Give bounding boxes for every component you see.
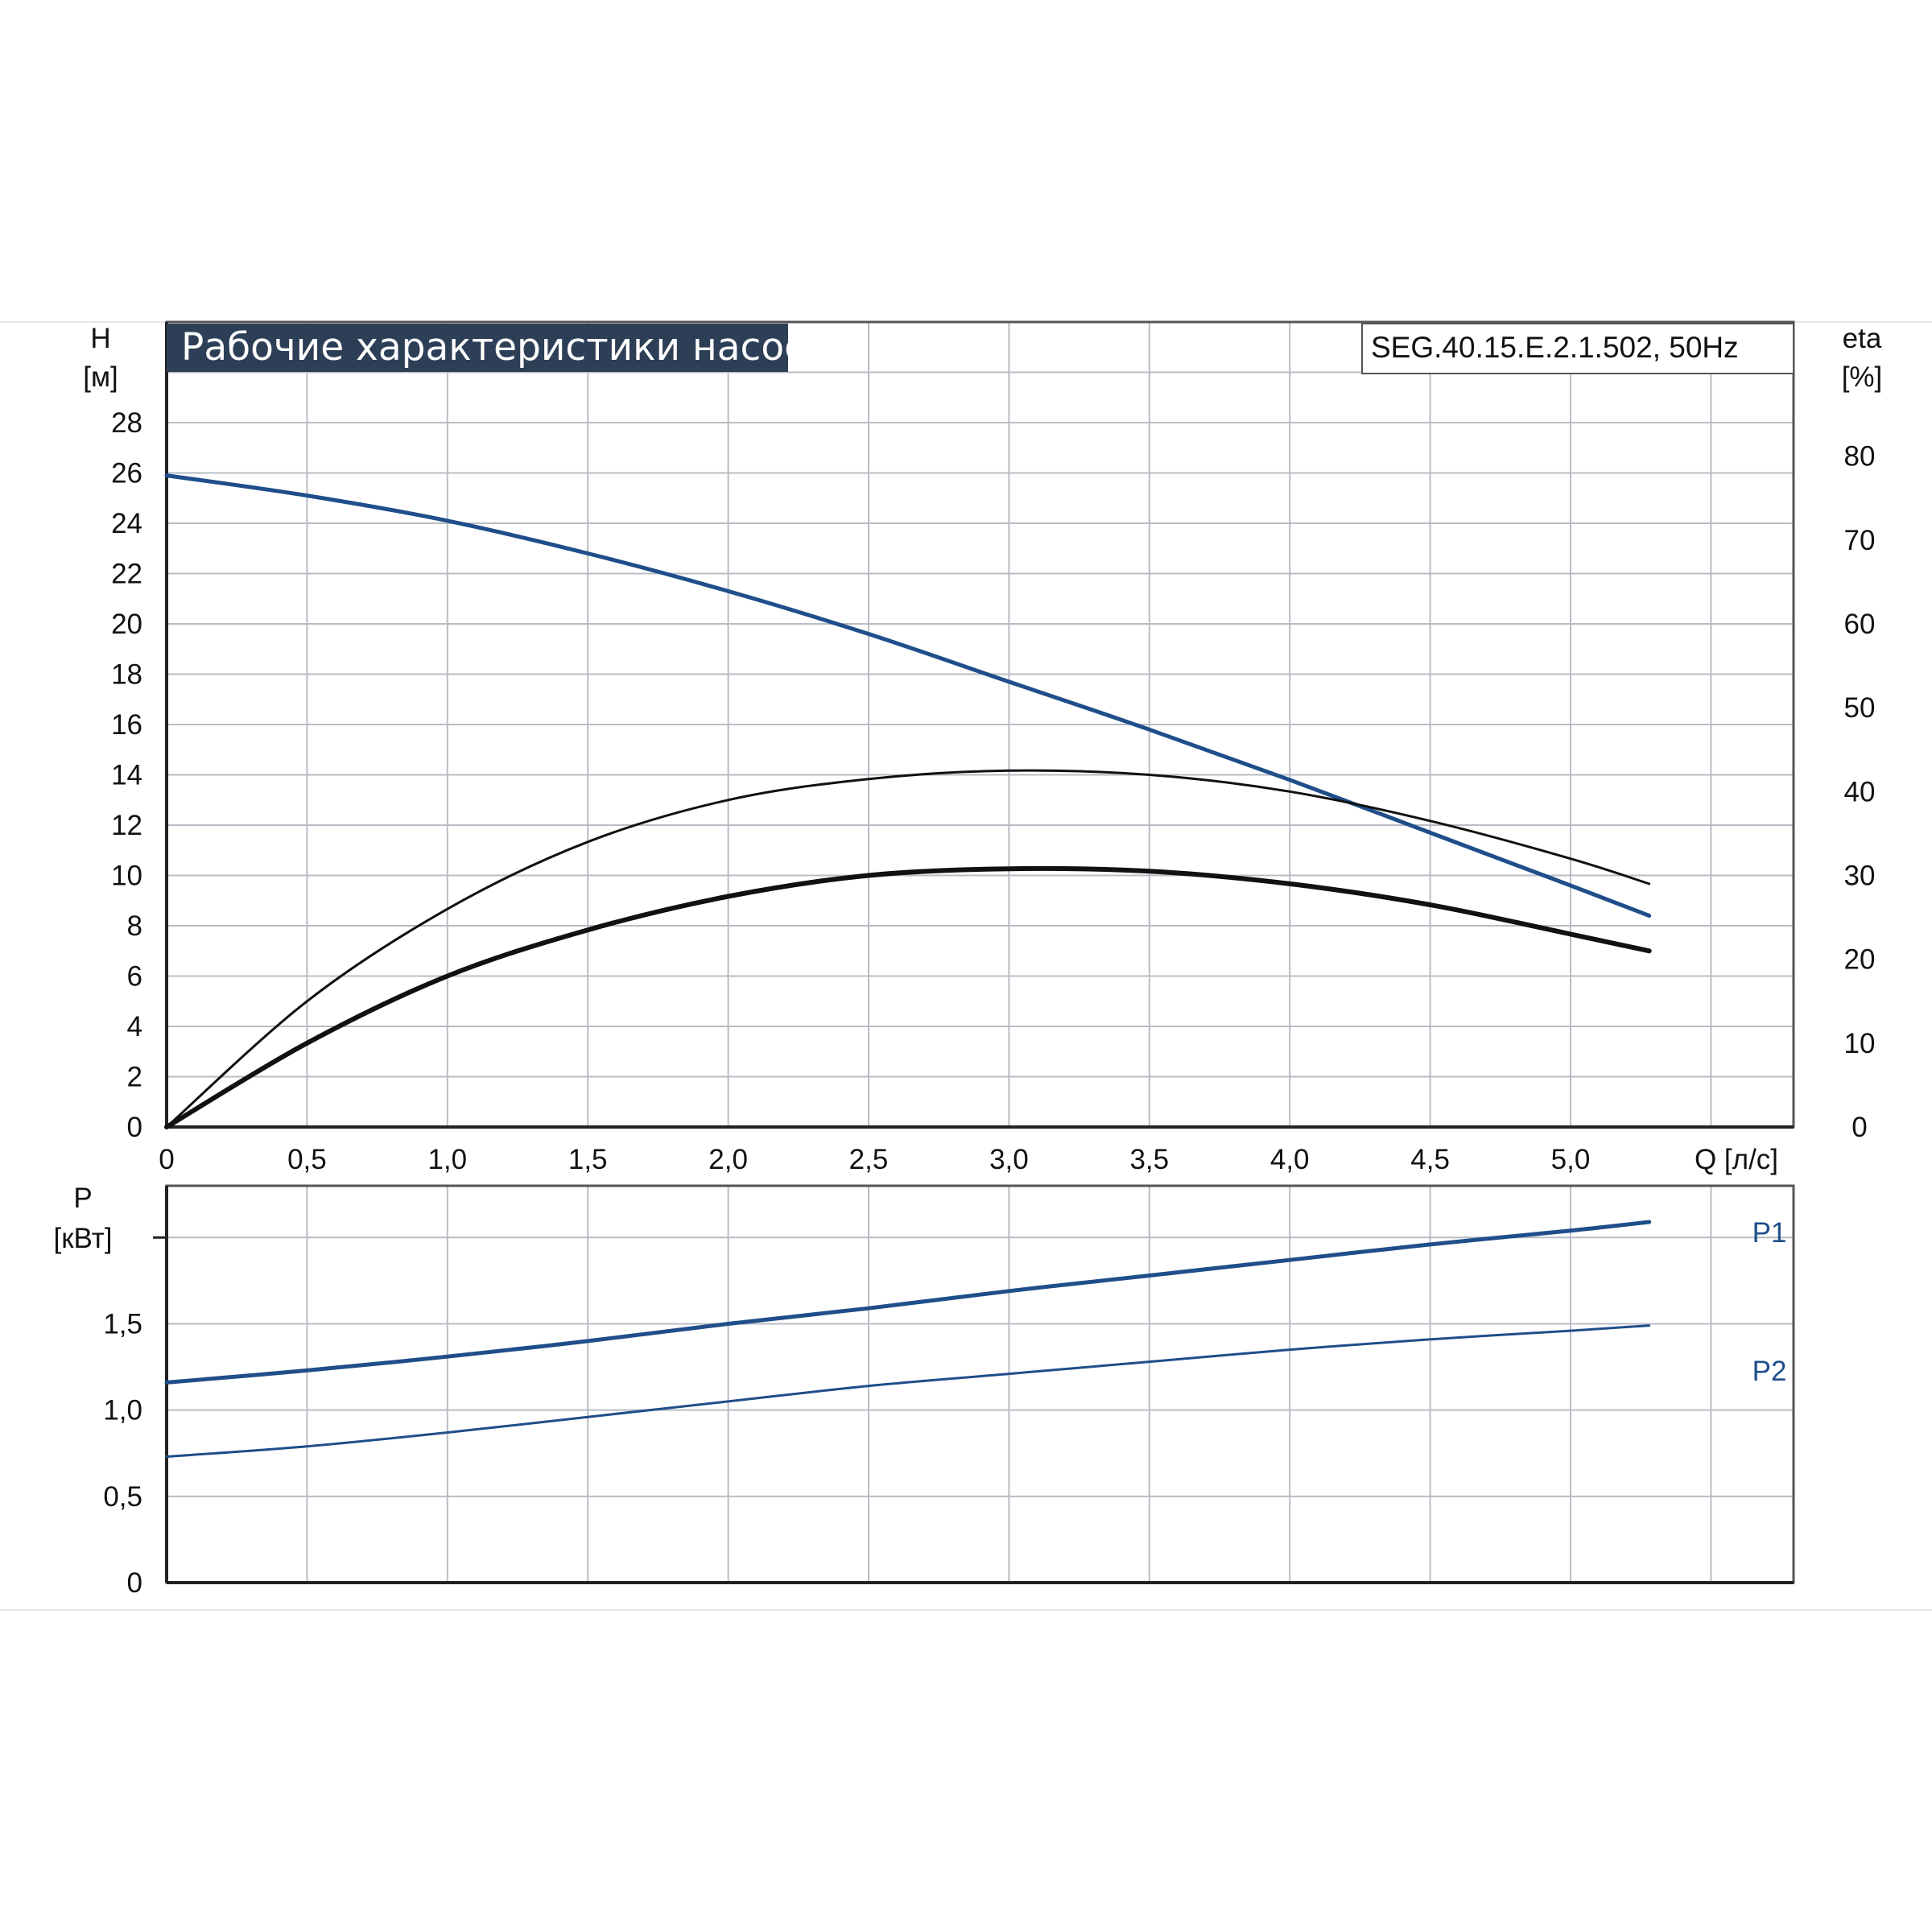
eta-curve-thin [165,769,1651,1129]
eta-axis-label: eta [1843,323,1882,354]
h-tick-label: 6 [127,961,142,993]
h-tick-label: 22 [111,559,142,590]
p-axis-unit: [кВт] [54,1223,113,1254]
x-tick-label: 1,5 [568,1144,608,1175]
h-tick-label: 26 [111,458,142,489]
h-curve [164,473,1652,918]
p-tick-label: 0,5 [103,1481,142,1513]
model-box [1361,323,1794,374]
x-tick-label: 2,0 [708,1144,748,1175]
h-axis-label: H [90,323,110,354]
x-tick-label: 3,5 [1129,1144,1169,1175]
eta-tick-labels: 0 10 20 30 40 50 60 70 80 [1844,441,1876,1143]
h-tick-label: 8 [127,910,142,942]
p2-label: P2 [1752,1356,1787,1387]
p-tick-label: 1,5 [103,1308,142,1340]
p-tick-labels: 0 0,5 1,0 1,5 [103,1308,142,1599]
x-tick-label: 0 [159,1144,174,1175]
h-tick-label: 4 [127,1011,142,1042]
x-tick-label: 1,0 [427,1144,467,1175]
eta-curve-thick [164,865,1652,1129]
h-tick-label: 10 [111,861,142,892]
upper-plot-grid [167,322,1794,1127]
h-tick-label: 28 [111,407,142,439]
eta-tick-label: 70 [1844,525,1876,556]
eta-tick-label: 0 [1852,1112,1867,1143]
eta-tick-label: 30 [1844,861,1876,892]
eta-tick-label: 80 [1844,441,1876,473]
h-tick-label: 14 [111,760,142,791]
lower-series [164,1220,1652,1458]
p-tick-label: 1,0 [103,1395,142,1426]
x-tick-labels: 0 0,5 1,0 1,5 2,0 2,5 3,0 3,5 4,0 4,5 5,0 [159,1144,1590,1175]
lower-plot-grid [153,1186,1794,1583]
h-tick-label: 12 [111,810,142,841]
p1-label: P1 [1752,1217,1787,1249]
h-tick-label: 16 [111,709,142,741]
x-tick-label: 3,0 [989,1144,1029,1175]
eta-tick-label: 60 [1844,609,1876,640]
upper-series [164,473,1652,1129]
h-axis-unit: [м] [83,361,118,393]
chart-title: Рабочие характеристики насоса [181,325,828,369]
p2-curve [165,1324,1651,1458]
x-tick-label: 0,5 [287,1144,327,1175]
h-tick-label: 2 [127,1062,142,1093]
eta-axis-unit: [%] [1842,361,1883,393]
eta-tick-label: 10 [1844,1028,1876,1059]
title-box [167,324,788,372]
lower-plot-border [165,1184,1795,1584]
p-axis-label: P [73,1183,92,1214]
h-tick-label: 20 [111,609,142,640]
eta-tick-label: 50 [1844,692,1876,724]
p-tick-label: 0 [127,1567,142,1599]
h-tick-label: 18 [111,659,142,691]
x-tick-label: 5,0 [1551,1144,1591,1175]
p1-curve [164,1220,1652,1385]
h-tick-label: 0 [127,1112,142,1143]
h-tick-label: 24 [111,508,142,539]
x-tick-label: 4,5 [1410,1144,1450,1175]
q-axis-label: Q [л/с] [1695,1144,1778,1175]
x-tick-label: 2,5 [849,1144,889,1175]
model-label: SEG.40.15.E.2.1.502, 50Hz [1371,331,1739,364]
x-tick-label: 4,0 [1270,1144,1310,1175]
eta-tick-label: 20 [1844,944,1876,976]
eta-tick-label: 40 [1844,776,1876,807]
